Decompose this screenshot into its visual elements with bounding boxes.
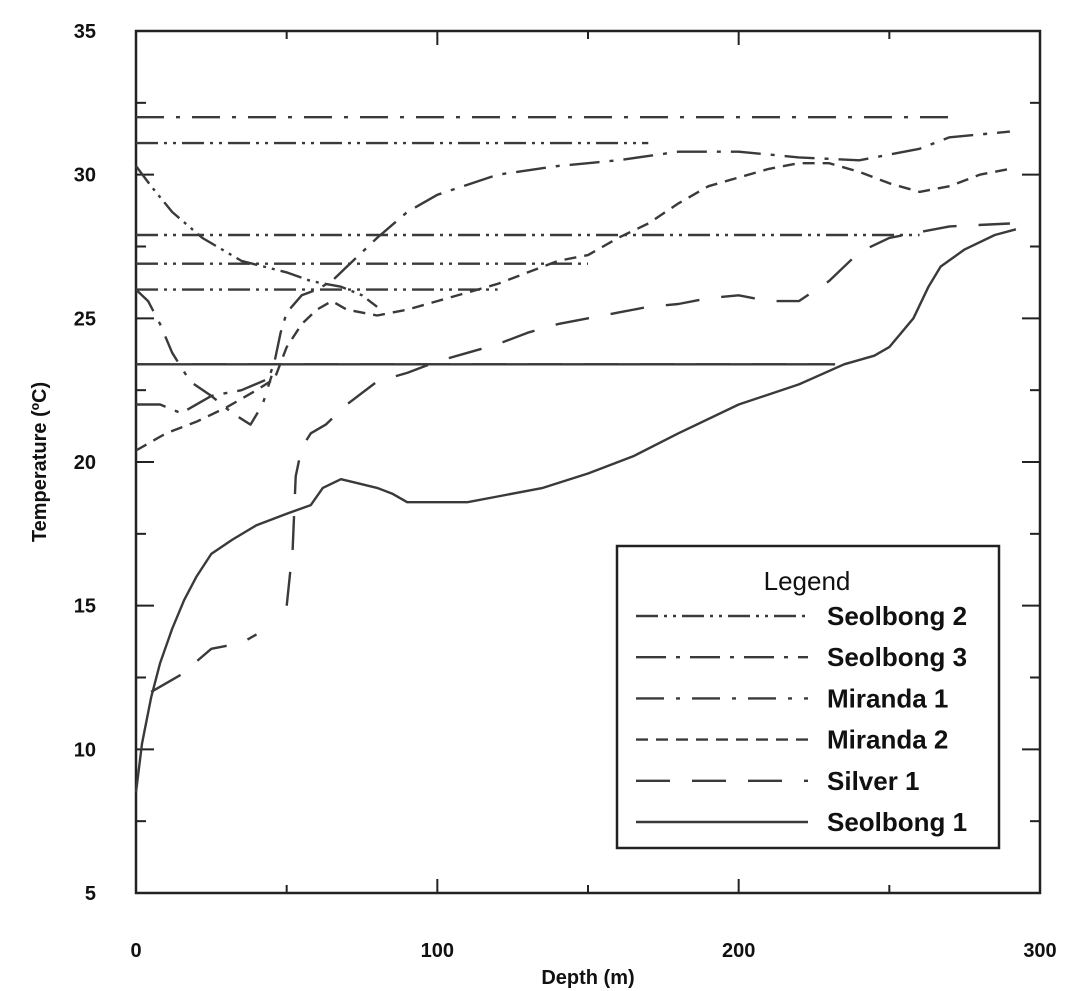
series-line (135, 165, 378, 308)
y-tick-label: 30 (74, 165, 96, 187)
legend-label: Miranda 1 (827, 683, 948, 713)
legend-title: Legend (764, 566, 851, 596)
legend-entry: Seolbong 3 (636, 642, 967, 672)
x-tick-label: 300 (1023, 940, 1056, 962)
series-line (136, 130, 1011, 415)
legend-label: Silver 1 (827, 766, 920, 796)
legend: Legend Seolbong 2 Seolbong 3 Miranda 1 Mira… (615, 544, 1001, 850)
y-tick-label: 10 (74, 739, 96, 761)
series-miranda-2 (135, 162, 1011, 452)
x-axis-ticks: 0 100 200 300 (130, 31, 1057, 962)
series-line (134, 228, 1017, 793)
legend-entry: Silver 1 (636, 766, 920, 796)
legend-label: Seolbong 1 (827, 807, 967, 837)
legend-box (615, 544, 1001, 850)
series-seolbong-1 (134, 228, 1017, 793)
series-lines (134, 116, 1017, 793)
series-line (285, 222, 1010, 606)
legend-entry: Miranda 1 (636, 683, 948, 713)
series-miranda-1 (135, 116, 950, 426)
y-tick-label: 15 (74, 596, 96, 618)
y-axis-ticks: 5 10 15 20 25 30 35 (74, 21, 1040, 905)
legend-label: Seolbong 3 (827, 642, 967, 672)
y-tick-label: 25 (74, 308, 96, 330)
legend-label: Seolbong 2 (827, 601, 967, 631)
series-line (135, 162, 1011, 452)
y-axis-title: Temperature (ºC) (29, 382, 51, 542)
x-axis-title: Depth (m) (541, 967, 634, 989)
legend-entries: Seolbong 2 Seolbong 3 Miranda 1 Miranda 2 Si… (636, 601, 967, 837)
axes: 0 100 200 300 5 10 15 20 25 30 35 (74, 21, 1057, 962)
series-line (135, 288, 273, 426)
series-seolbong-3 (136, 130, 1011, 415)
legend-label: Miranda 2 (827, 725, 948, 755)
y-tick-label: 20 (74, 452, 96, 474)
series-seolbong-2 (135, 141, 920, 308)
x-tick-label: 200 (722, 940, 755, 962)
legend-entry: Seolbong 2 (636, 601, 967, 631)
legend-entry: Seolbong 1 (636, 807, 967, 837)
series-line (150, 633, 258, 693)
y-tick-label: 35 (74, 21, 96, 43)
x-tick-label: 0 (130, 940, 141, 962)
y-tick-label: 5 (85, 883, 96, 905)
x-tick-label: 100 (421, 940, 454, 962)
legend-entry: Miranda 2 (636, 725, 948, 755)
